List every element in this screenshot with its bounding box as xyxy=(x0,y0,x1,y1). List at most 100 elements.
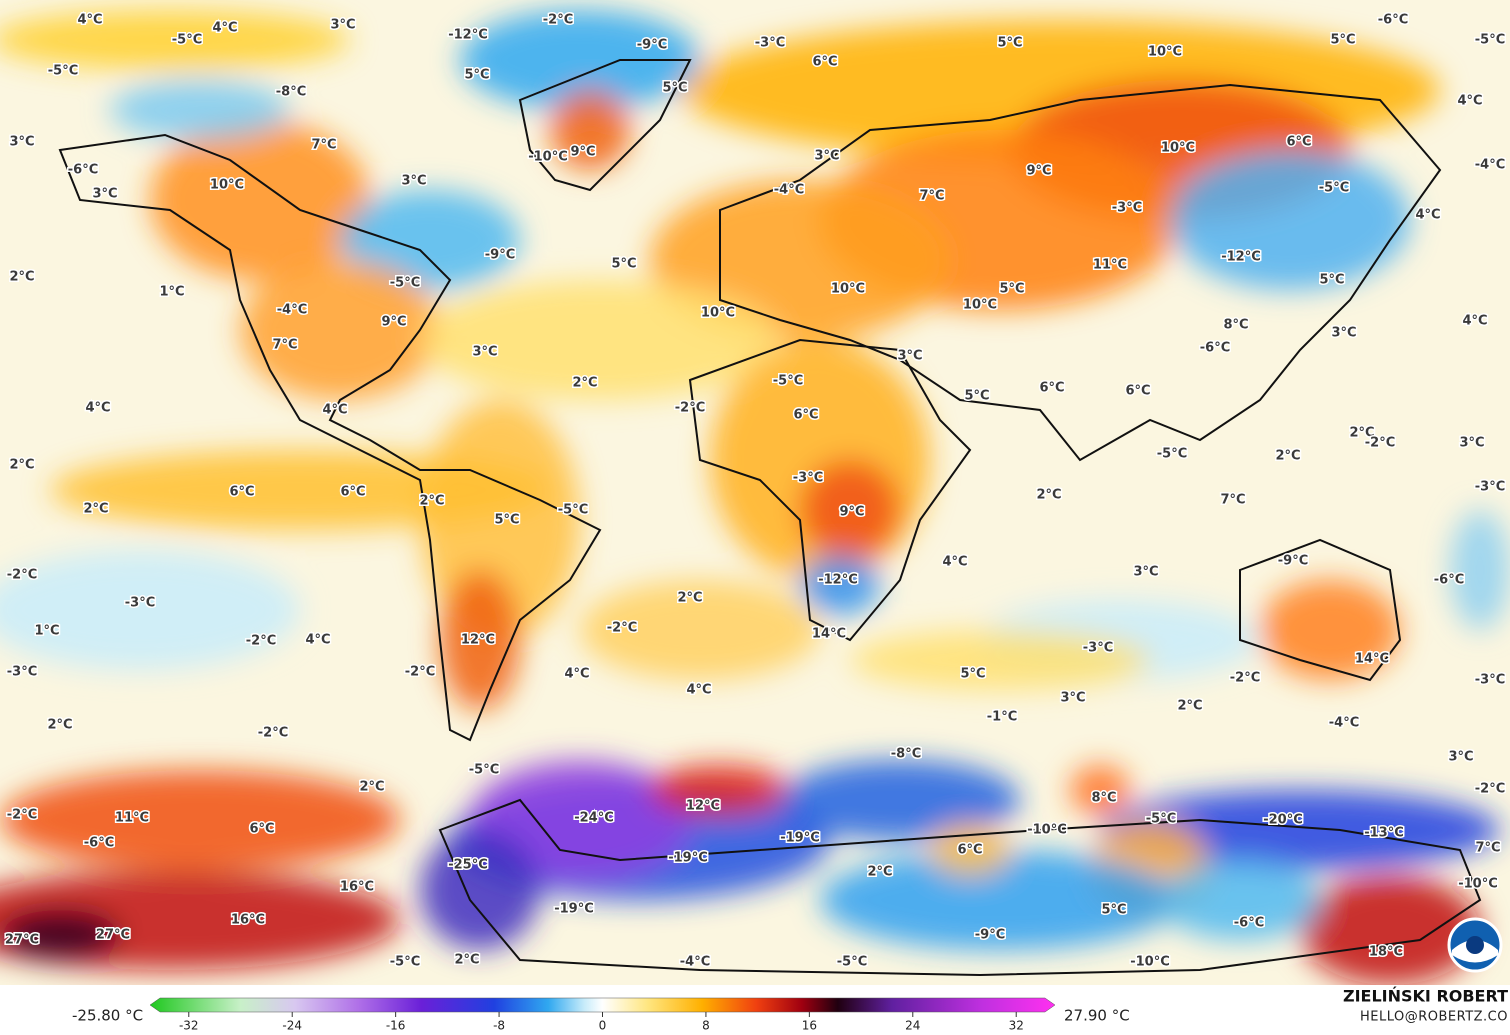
temperature-label: 7°C xyxy=(272,338,297,353)
temperature-label: 5°C xyxy=(494,513,519,528)
colorbar-tick-label: -32 xyxy=(179,1019,199,1033)
temperature-label: -2°C xyxy=(7,808,37,823)
temperature-patch xyxy=(240,260,440,400)
temperature-label: 3°C xyxy=(472,345,497,360)
temperature-label: 3°C xyxy=(1459,436,1484,451)
temperature-patch xyxy=(340,190,520,290)
temperature-label: 6°C xyxy=(249,822,274,837)
temperature-label: -19°C xyxy=(554,902,594,917)
email: HELLO@ROBERTZ.CO xyxy=(1360,1010,1508,1025)
temperature-label: -5°C xyxy=(390,276,420,291)
temperature-label: 2°C xyxy=(1349,426,1374,441)
temperature-label: -19°C xyxy=(780,831,820,846)
temperature-label: 2°C xyxy=(83,502,108,517)
temperature-label: 14°C xyxy=(1355,652,1389,667)
temperature-label: 16°C xyxy=(340,880,374,895)
temperature-label: 4°C xyxy=(322,403,347,418)
temperature-label: -5°C xyxy=(172,33,202,48)
temperature-label: 6°C xyxy=(1039,381,1064,396)
temperature-label: -6°C xyxy=(1200,341,1230,356)
temperature-patch xyxy=(0,910,120,960)
temperature-patch xyxy=(0,10,350,70)
temperature-label: 16°C xyxy=(231,913,265,928)
temperature-label: 10°C xyxy=(1161,141,1195,156)
colorbar-tick-label: 24 xyxy=(905,1019,920,1033)
temperature-label: -12°C xyxy=(818,573,858,588)
temperature-patch xyxy=(930,825,1010,875)
temperature-patch xyxy=(650,765,790,815)
temperature-label: -9°C xyxy=(637,38,667,53)
temperature-label: 2°C xyxy=(572,376,597,391)
temperature-label: 10°C xyxy=(1148,45,1182,60)
temperature-label: 6°C xyxy=(793,408,818,423)
temperature-label: 2°C xyxy=(677,591,702,606)
temperature-label: 3°C xyxy=(1448,750,1473,765)
temperature-label: 2°C xyxy=(419,494,444,509)
credit: ZIELIŃSKI ROBERT xyxy=(1343,987,1508,1006)
temperature-label: 4°C xyxy=(686,683,711,698)
temperature-label: -5°C xyxy=(469,763,499,778)
colorbar xyxy=(149,997,1056,1013)
temperature-label: 4°C xyxy=(85,401,110,416)
temperature-label: 4°C xyxy=(1415,208,1440,223)
colorbar-tick-label: -16 xyxy=(386,1019,406,1033)
colorbar-tick-label: 32 xyxy=(1009,1019,1024,1033)
temperature-label: 5°C xyxy=(1101,903,1126,918)
temperature-label: 6°C xyxy=(1125,384,1150,399)
temperature-label: -5°C xyxy=(1319,181,1349,196)
coastlines xyxy=(58,59,1482,977)
temperature-patch xyxy=(0,770,400,870)
temperature-label: 2°C xyxy=(1275,449,1300,464)
temperature-label: 3°C xyxy=(401,174,426,189)
temperature-label: -1°C xyxy=(987,710,1017,725)
temperature-label: 4°C xyxy=(564,667,589,682)
temperature-label: -2°C xyxy=(1475,782,1505,797)
temperature-label: 1°C xyxy=(159,285,184,300)
temperature-label: 7°C xyxy=(311,138,336,153)
temperature-label: 1°C xyxy=(34,624,59,639)
temperature-field xyxy=(0,10,1510,985)
temperature-label: 2°C xyxy=(9,270,34,285)
temperature-label: 3°C xyxy=(1060,691,1085,706)
temperature-label: 4°C xyxy=(942,555,967,570)
temperature-label: -10°C xyxy=(528,150,568,165)
temperature-label: 4°C xyxy=(77,13,102,28)
temperature-patch xyxy=(420,280,780,400)
temperature-label: 10°C xyxy=(210,178,244,193)
noaa-logo xyxy=(1447,917,1503,973)
temperature-label: 5°C xyxy=(464,68,489,83)
temperature-label: 12°C xyxy=(461,633,495,648)
temperature-label: 5°C xyxy=(997,36,1022,51)
temperature-patch xyxy=(1170,150,1410,290)
temperature-label: -3°C xyxy=(1475,480,1505,495)
temperature-label: 8°C xyxy=(1223,318,1248,333)
temperature-label: -12°C xyxy=(1221,250,1261,265)
temperature-label: -2°C xyxy=(1365,436,1395,451)
temperature-label: -2°C xyxy=(543,13,573,28)
temperature-label: 2°C xyxy=(454,953,479,968)
temperature-patch xyxy=(780,760,1020,840)
temperature-label: 6°C xyxy=(340,485,365,500)
temperature-label: 11°C xyxy=(115,811,149,826)
temperature-label: 5°C xyxy=(611,257,636,272)
temperature-label: -4°C xyxy=(1475,158,1505,173)
temperature-label: -2°C xyxy=(246,634,276,649)
temperature-label: -5°C xyxy=(1157,447,1187,462)
temperature-patch xyxy=(1450,510,1510,630)
temperature-label: -2°C xyxy=(7,568,37,583)
temperature-patch xyxy=(110,80,290,140)
temperature-label: 2°C xyxy=(9,458,34,473)
temperature-label: 9°C xyxy=(570,145,595,160)
colorbar-tick-label: 8 xyxy=(702,1019,710,1033)
temperature-label: -6°C xyxy=(1434,573,1464,588)
temperature-label: -2°C xyxy=(675,401,705,416)
temperature-label: -3°C xyxy=(755,36,785,51)
temperature-label: -10°C xyxy=(1027,823,1067,838)
colorbar-tick-label: -8 xyxy=(493,1019,505,1033)
temperature-label: 9°C xyxy=(839,505,864,520)
temperature-label: 10°C xyxy=(701,306,735,321)
temperature-label: -25°C xyxy=(448,858,488,873)
temperature-label: -3°C xyxy=(793,471,823,486)
temperature-label: -4°C xyxy=(680,955,710,970)
temperature-patch xyxy=(440,570,520,710)
